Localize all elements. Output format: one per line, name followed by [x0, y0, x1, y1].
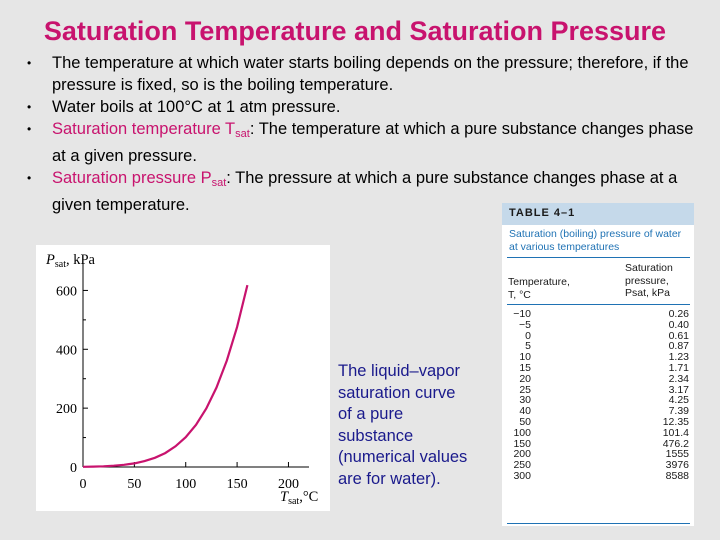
cell-pressure: 3.17: [668, 383, 689, 396]
table-title: TABLE 4–1: [509, 207, 576, 219]
bullet-list: • The temperature at which water starts …: [24, 52, 694, 216]
column-header-line: Saturation: [625, 262, 673, 274]
y-tick-label: 200: [56, 402, 77, 417]
table-row: 0 0.61: [502, 329, 694, 342]
y-axis-label: Psat, kPa: [45, 252, 96, 270]
bullet-text: The temperature at which water starts bo…: [52, 54, 689, 94]
cell-temperature: 40: [519, 405, 531, 418]
table-row: 30 4.25: [502, 395, 694, 406]
table-row: 200 1555: [502, 449, 694, 460]
cell-pressure: 0.87: [668, 340, 689, 353]
saturation-curve-chart: 0 200 400 600 0 50 100 150 200 Psat, kPa Tsat,°C: [36, 245, 330, 511]
bullet-item: • Saturation temperature Tsat: The tempe…: [24, 118, 694, 167]
term-saturation-temperature: Saturation temperature T: [52, 120, 236, 138]
cell-temperature: 100: [513, 426, 531, 439]
column-header-temperature: Temperature, T, °C: [508, 276, 570, 301]
cell-temperature: −5: [519, 318, 531, 331]
bullet-item: • Saturation pressure Psat: The pressure…: [24, 167, 694, 216]
x-tick-label: 0: [80, 477, 87, 492]
cell-temperature: −10: [513, 308, 531, 320]
cell-pressure: 0.61: [668, 329, 689, 342]
table-row: 50 12.35: [502, 417, 694, 428]
slide-title: Saturation Temperature and Saturation Pr…: [43, 16, 667, 46]
cell-pressure: 3976: [665, 459, 689, 472]
cell-temperature: 0: [525, 329, 531, 342]
bullet-dot-icon: •: [27, 122, 32, 136]
bullet-text: : The pressure at which a pure substance…: [52, 169, 678, 214]
cell-pressure: 0.26: [668, 308, 689, 320]
table-rule-bottom: [507, 523, 690, 524]
table-row: 5 0.87: [502, 341, 694, 352]
cell-pressure: 101.4: [662, 426, 689, 439]
cell-pressure: 4.25: [668, 394, 689, 407]
bullet-dot-icon: •: [27, 171, 32, 185]
table-row: 10 1.23: [502, 352, 694, 363]
term-subscript: sat: [235, 128, 250, 140]
table-row: 15 1.71: [502, 363, 694, 374]
table-rule-header: [507, 304, 690, 305]
bullet-text: : The temperature at which a pure substa…: [52, 120, 694, 165]
cell-pressure: 8588: [665, 469, 689, 482]
table-caption: Saturation (boiling) pressure of water a…: [509, 228, 682, 253]
cell-pressure: 12.35: [662, 415, 689, 428]
cell-pressure: 7.39: [668, 405, 689, 418]
column-header-line: pressure,: [625, 274, 669, 287]
table-row: −5 0.40: [502, 318, 694, 331]
cell-temperature: 10: [519, 351, 531, 364]
cell-temperature: 50: [519, 415, 531, 428]
bullet-dot-icon: •: [27, 56, 32, 70]
y-tick-label: 0: [70, 461, 77, 476]
cell-pressure: 1.23: [668, 351, 689, 364]
saturation-curve-line: [82, 284, 249, 468]
y-tick-label: 400: [56, 343, 77, 358]
x-tick-label: 50: [127, 477, 141, 492]
table-row: 25 3.17: [502, 383, 694, 396]
cell-temperature: 200: [513, 448, 531, 461]
cell-pressure: 2.34: [668, 372, 689, 385]
cell-temperature: 150: [513, 437, 531, 450]
bullet-item: • The temperature at which water starts …: [24, 52, 694, 96]
table-row: 100 101.4: [502, 426, 694, 439]
table-body: −10 0.26 −5 0.40 0 0.61 5 0.87 10 1.23 15 1.71 20 2.3…: [502, 309, 694, 482]
cell-temperature: 15: [519, 361, 531, 374]
figure-caption: The liquid–vapor saturation curve of a p…: [338, 362, 468, 488]
x-tick-label: 200: [278, 477, 299, 492]
table-row: 150 476.2: [502, 437, 694, 450]
saturation-table: TABLE 4–1 Saturation (boiling) pressure …: [502, 203, 694, 526]
term-subscript: sat: [211, 177, 227, 189]
x-tick-label: 100: [175, 477, 196, 492]
cell-pressure: 0.40: [668, 318, 689, 331]
column-header-line: T, °C: [508, 288, 531, 301]
table-rule-top: [507, 257, 690, 258]
cell-temperature: 25: [519, 383, 531, 396]
x-tick-label: 150: [227, 477, 248, 492]
cell-temperature: 20: [519, 372, 531, 385]
chart-canvas: 0 200 400 600 0 50 100 150 200 Psat, kPa Tsat,°C: [45, 252, 318, 507]
bullet-dot-icon: •: [27, 100, 32, 114]
cell-pressure: 1.71: [668, 361, 689, 374]
cell-pressure: 476.2: [662, 437, 689, 450]
column-header-line: Psat, kPa: [625, 287, 670, 299]
column-header-pressure: Saturation pressure, Psat, kPa: [625, 262, 689, 300]
column-header-line: Temperature,: [508, 276, 570, 288]
cell-pressure: 1555: [665, 448, 689, 461]
table-row: −10 0.26: [502, 309, 694, 320]
x-axis-label: Tsat,°C: [280, 489, 318, 507]
term-saturation-pressure: Saturation pressure P: [52, 169, 212, 187]
table-row: 40 7.39: [502, 406, 694, 417]
cell-temperature: 30: [519, 394, 531, 407]
table-row: 20 2.34: [502, 372, 694, 385]
table-header-bar: TABLE 4–1: [502, 203, 694, 225]
cell-temperature: 250: [513, 459, 531, 472]
cell-temperature: 300: [513, 469, 531, 482]
bullet-text: Water boils at 100°C at 1 atm pressure.: [52, 98, 341, 116]
cell-temperature: 5: [525, 340, 531, 353]
table-row: 250 3976: [502, 460, 694, 471]
table-row: 300 8588: [502, 471, 694, 482]
bullet-item: • Water boils at 100°C at 1 atm pressure…: [24, 96, 694, 118]
y-tick-label: 600: [56, 284, 77, 299]
